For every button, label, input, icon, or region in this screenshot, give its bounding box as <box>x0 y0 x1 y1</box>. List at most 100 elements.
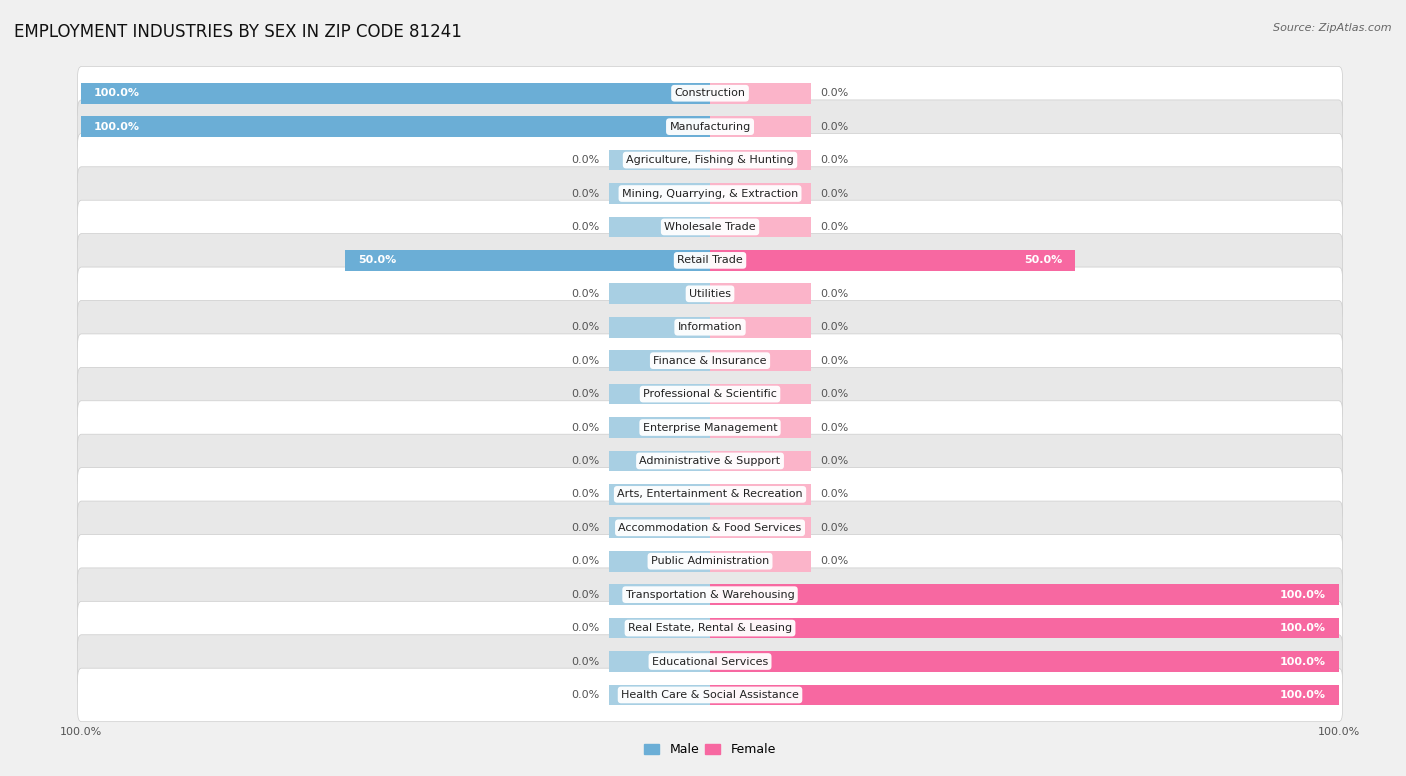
Text: 0.0%: 0.0% <box>571 189 599 199</box>
Text: Manufacturing: Manufacturing <box>669 122 751 132</box>
Bar <box>609 451 710 471</box>
Text: 0.0%: 0.0% <box>821 355 849 365</box>
Text: Arts, Entertainment & Recreation: Arts, Entertainment & Recreation <box>617 490 803 500</box>
Text: 50.0%: 50.0% <box>359 255 396 265</box>
Text: 0.0%: 0.0% <box>571 590 599 600</box>
Bar <box>710 618 1339 639</box>
Text: 0.0%: 0.0% <box>571 422 599 432</box>
Bar <box>710 551 811 572</box>
Bar <box>710 283 811 304</box>
FancyBboxPatch shape <box>77 535 1343 588</box>
Bar <box>710 150 811 171</box>
Bar <box>710 383 811 404</box>
Text: Transportation & Warehousing: Transportation & Warehousing <box>626 590 794 600</box>
Bar <box>710 250 1074 271</box>
Text: 0.0%: 0.0% <box>821 88 849 99</box>
Text: 0.0%: 0.0% <box>821 422 849 432</box>
Text: Public Administration: Public Administration <box>651 556 769 566</box>
Text: 100.0%: 100.0% <box>94 88 141 99</box>
Bar <box>609 183 710 204</box>
Bar <box>609 317 710 338</box>
Text: 100.0%: 100.0% <box>1279 656 1326 667</box>
Text: 0.0%: 0.0% <box>821 189 849 199</box>
Bar <box>710 417 811 438</box>
Text: 0.0%: 0.0% <box>821 490 849 500</box>
Bar <box>710 484 811 504</box>
Text: 0.0%: 0.0% <box>571 656 599 667</box>
Bar <box>710 350 811 371</box>
FancyBboxPatch shape <box>77 200 1343 254</box>
Bar <box>710 651 1339 672</box>
FancyBboxPatch shape <box>77 635 1343 688</box>
Bar <box>710 116 811 137</box>
Text: 100.0%: 100.0% <box>94 122 141 132</box>
Bar <box>609 684 710 705</box>
Text: 0.0%: 0.0% <box>821 122 849 132</box>
Bar <box>609 651 710 672</box>
Text: Mining, Quarrying, & Extraction: Mining, Quarrying, & Extraction <box>621 189 799 199</box>
Text: Health Care & Social Assistance: Health Care & Social Assistance <box>621 690 799 700</box>
Bar <box>710 584 1339 605</box>
Bar <box>710 183 811 204</box>
Text: 0.0%: 0.0% <box>571 222 599 232</box>
Text: 0.0%: 0.0% <box>571 523 599 533</box>
Text: 0.0%: 0.0% <box>571 490 599 500</box>
Text: 0.0%: 0.0% <box>571 389 599 399</box>
Text: Educational Services: Educational Services <box>652 656 768 667</box>
FancyBboxPatch shape <box>77 568 1343 622</box>
Text: 50.0%: 50.0% <box>1024 255 1062 265</box>
Text: Wholesale Trade: Wholesale Trade <box>664 222 756 232</box>
Text: 100.0%: 100.0% <box>1279 690 1326 700</box>
Text: Source: ZipAtlas.com: Source: ZipAtlas.com <box>1274 23 1392 33</box>
Text: Administrative & Support: Administrative & Support <box>640 456 780 466</box>
FancyBboxPatch shape <box>77 400 1343 454</box>
Text: 0.0%: 0.0% <box>571 289 599 299</box>
Bar <box>710 518 811 539</box>
FancyBboxPatch shape <box>77 267 1343 320</box>
Text: 0.0%: 0.0% <box>821 289 849 299</box>
Bar <box>82 83 710 104</box>
Text: 0.0%: 0.0% <box>821 456 849 466</box>
FancyBboxPatch shape <box>77 234 1343 287</box>
Text: 0.0%: 0.0% <box>821 523 849 533</box>
FancyBboxPatch shape <box>77 367 1343 421</box>
FancyBboxPatch shape <box>77 501 1343 555</box>
Bar <box>710 217 811 237</box>
Text: Retail Trade: Retail Trade <box>678 255 742 265</box>
Text: 0.0%: 0.0% <box>821 222 849 232</box>
Bar <box>82 116 710 137</box>
Bar <box>609 551 710 572</box>
FancyBboxPatch shape <box>77 67 1343 120</box>
FancyBboxPatch shape <box>77 167 1343 220</box>
Text: 100.0%: 100.0% <box>1279 623 1326 633</box>
Text: Professional & Scientific: Professional & Scientific <box>643 389 778 399</box>
FancyBboxPatch shape <box>77 334 1343 387</box>
Text: 0.0%: 0.0% <box>821 155 849 165</box>
Bar <box>710 317 811 338</box>
Text: 0.0%: 0.0% <box>821 556 849 566</box>
Bar <box>609 618 710 639</box>
Legend: Male, Female: Male, Female <box>640 738 780 761</box>
Bar <box>710 83 811 104</box>
Text: 0.0%: 0.0% <box>571 322 599 332</box>
Text: EMPLOYMENT INDUSTRIES BY SEX IN ZIP CODE 81241: EMPLOYMENT INDUSTRIES BY SEX IN ZIP CODE… <box>14 23 463 41</box>
Text: Utilities: Utilities <box>689 289 731 299</box>
Text: Agriculture, Fishing & Hunting: Agriculture, Fishing & Hunting <box>626 155 794 165</box>
FancyBboxPatch shape <box>77 468 1343 521</box>
Bar <box>609 217 710 237</box>
Text: Finance & Insurance: Finance & Insurance <box>654 355 766 365</box>
Text: 0.0%: 0.0% <box>571 456 599 466</box>
Bar <box>609 350 710 371</box>
Text: Enterprise Management: Enterprise Management <box>643 422 778 432</box>
Bar <box>609 383 710 404</box>
FancyBboxPatch shape <box>77 435 1343 487</box>
Bar <box>609 518 710 539</box>
Bar <box>710 684 1339 705</box>
Bar <box>346 250 710 271</box>
Text: 0.0%: 0.0% <box>571 690 599 700</box>
Text: 0.0%: 0.0% <box>571 355 599 365</box>
Text: 0.0%: 0.0% <box>571 155 599 165</box>
Text: Construction: Construction <box>675 88 745 99</box>
Bar <box>710 451 811 471</box>
Text: 0.0%: 0.0% <box>821 322 849 332</box>
